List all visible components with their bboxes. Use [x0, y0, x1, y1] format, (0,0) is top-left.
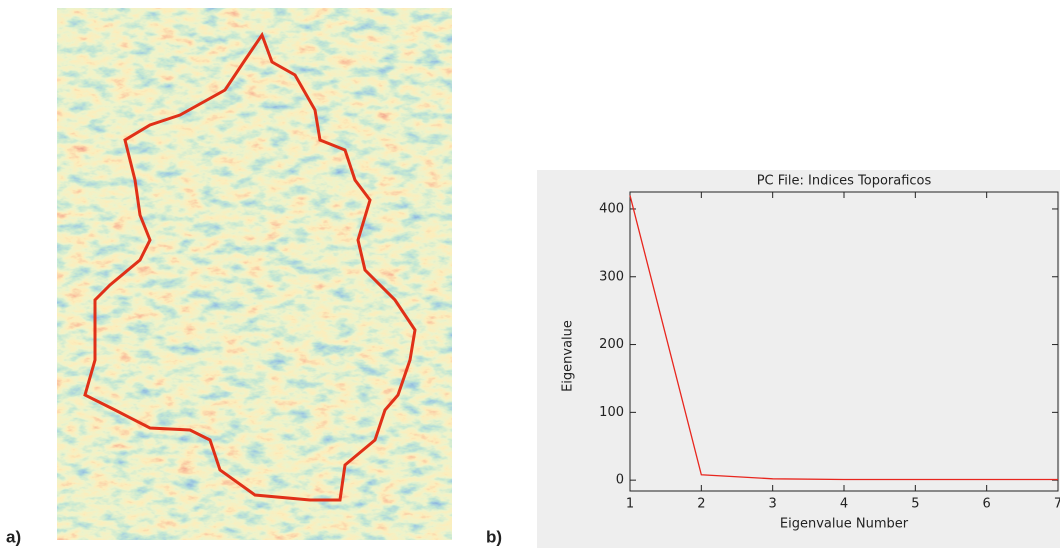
chart-title: PC File: Indices Toporaficos	[757, 174, 932, 189]
x-tick-label: 6	[983, 497, 991, 512]
terrain-map	[57, 8, 452, 540]
data-line	[629, 195, 1058, 481]
y-tick-label: 0	[616, 473, 624, 488]
x-tick-label: 5	[911, 497, 919, 512]
chart-background	[537, 170, 1060, 548]
x-tick-label: 3	[769, 497, 777, 512]
panel-label: a)	[6, 527, 21, 546]
y-tick-label: 300	[599, 269, 624, 284]
x-tick-label: 4	[840, 497, 848, 512]
y-axis-label: Eigenvalue	[561, 320, 576, 392]
y-tick-label: 400	[599, 201, 624, 216]
x-tick-label: 2	[697, 497, 705, 512]
x-tick-label: 7	[1054, 497, 1060, 512]
basin-outline	[83, 31, 417, 502]
y-tick-label: 200	[599, 337, 624, 352]
panel-label: b)	[486, 527, 502, 546]
x-axis-label: Eigenvalue Number	[780, 517, 909, 532]
x-tick-label: 1	[626, 497, 634, 512]
y-tick-label: 100	[599, 405, 624, 420]
